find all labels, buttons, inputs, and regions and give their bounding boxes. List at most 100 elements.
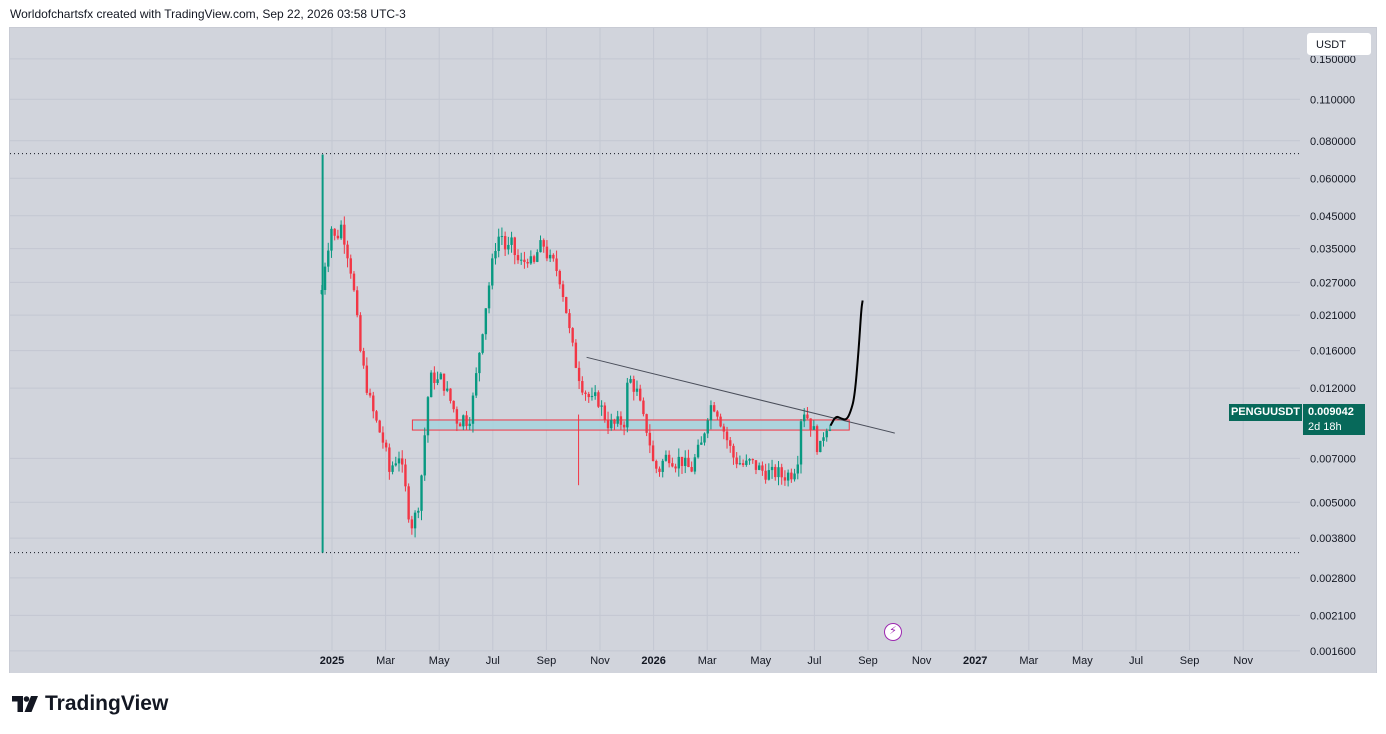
candle-body-150 — [803, 414, 806, 422]
candle-body-122 — [712, 405, 716, 412]
candle-body-21 — [388, 447, 391, 472]
candle-body-134 — [751, 459, 754, 461]
candle-body-26 — [404, 464, 407, 487]
candle-body-70 — [545, 246, 549, 259]
chart-header: Worldofchartsfx created with TradingView… — [10, 7, 406, 21]
candle-body-2 — [327, 250, 330, 267]
candle-body-41 — [452, 400, 455, 410]
candle-body-125 — [722, 426, 726, 432]
tradingview-logo-text: TradingView — [45, 692, 169, 715]
candle-body-143 — [780, 467, 783, 478]
candle-body-114 — [687, 457, 690, 467]
time-tick-label: 2025 — [320, 655, 344, 667]
price-tick-label: 0.021000 — [1310, 310, 1356, 322]
price-tick-label: 0.035000 — [1310, 244, 1356, 256]
time-tick-label: Mar — [698, 655, 717, 667]
candle-body-36 — [436, 379, 439, 383]
candle-body-9 — [349, 258, 352, 274]
candle-body-88 — [603, 405, 607, 420]
time-tick-label: Sep — [1180, 655, 1200, 667]
candle-body-43 — [458, 423, 462, 427]
candle-body-137 — [761, 465, 764, 471]
candle-body-148 — [796, 464, 799, 474]
projection-path — [829, 300, 864, 427]
candle-body-4 — [333, 228, 336, 236]
candle-body-100 — [642, 400, 645, 415]
candle-body-93 — [619, 416, 623, 425]
time-tick-label: Nov — [912, 655, 932, 667]
candle-body-128 — [732, 445, 735, 458]
time-tick-label: Mar — [376, 655, 395, 667]
candle-body-69 — [542, 240, 545, 247]
candle-body-14 — [365, 365, 369, 393]
candle-body-158 — [828, 429, 832, 431]
candle-body-155 — [819, 440, 822, 453]
candle-body-106 — [661, 460, 664, 472]
candle-body-74 — [558, 271, 561, 285]
candle-body-5 — [336, 235, 340, 239]
candle-body-153 — [812, 426, 816, 430]
candle-body-30 — [417, 510, 420, 513]
candle-body-29 — [413, 512, 417, 529]
candle-body-50 — [481, 334, 484, 353]
candle-body-76 — [565, 297, 568, 314]
candle-body-13 — [362, 351, 365, 366]
price-tick-label: 0.016000 — [1310, 346, 1356, 358]
currency-selector-button[interactable]: USDT — [1306, 32, 1372, 56]
candle-body-91 — [613, 420, 616, 424]
candle-body-151 — [806, 414, 809, 419]
candle-body-141 — [774, 466, 777, 478]
candles — [320, 154, 832, 553]
time-tick-label: Jul — [1129, 655, 1143, 667]
candle-body-132 — [745, 460, 748, 465]
candle-body-145 — [786, 472, 790, 481]
candle-body-79 — [574, 342, 578, 368]
candle-body-97 — [632, 379, 635, 392]
candle-body-112 — [680, 456, 684, 467]
candle-body-48 — [474, 373, 478, 396]
candle-body-17 — [375, 411, 378, 421]
grid-lines — [10, 28, 1300, 652]
candle-body-38 — [442, 373, 446, 391]
candle-body-11 — [355, 290, 359, 316]
price-tick-label: 0.005000 — [1310, 497, 1356, 509]
candle-body-63 — [523, 259, 526, 263]
candle-body-46 — [468, 423, 471, 426]
candle-body-81 — [581, 381, 584, 393]
drawings — [586, 300, 895, 434]
candle-body-25 — [401, 458, 404, 465]
candle-body-80 — [577, 367, 581, 382]
candle-body-104 — [655, 461, 658, 469]
candle-body-111 — [677, 456, 680, 469]
candle-body-1 — [323, 266, 327, 291]
dotted-levels — [10, 153, 1300, 554]
price-tick-label: 0.027000 — [1310, 277, 1356, 289]
price-tick-label: 0.110000 — [1310, 94, 1355, 106]
candle-body-144 — [783, 477, 787, 481]
candle-body-99 — [639, 388, 642, 401]
candle-body-109 — [671, 463, 674, 467]
candle-body-28 — [410, 519, 414, 529]
candle-body-8 — [346, 244, 349, 259]
candle-body-47 — [471, 395, 475, 424]
bolt-icon[interactable]: ⚡ — [884, 623, 902, 641]
candle-body-66 — [532, 256, 536, 262]
candle-body-149 — [799, 421, 803, 465]
candle-body-77 — [568, 313, 571, 329]
price-tick-label: 0.002100 — [1310, 610, 1356, 622]
candle-body-60 — [513, 237, 516, 256]
candle-body-86 — [597, 392, 600, 407]
candle-body-10 — [352, 273, 356, 291]
candle-body-51 — [484, 308, 488, 335]
candle-body-156 — [822, 437, 825, 441]
candle-body-116 — [693, 457, 697, 472]
price-tick-label: 0.002800 — [1310, 573, 1356, 585]
candle-body-42 — [455, 409, 459, 424]
candle-body-154 — [815, 426, 819, 453]
candle-body-147 — [793, 473, 796, 480]
price-tick-label: 0.080000 — [1310, 136, 1356, 148]
candle-body-157 — [825, 430, 828, 438]
candle-body-72 — [552, 254, 555, 259]
candle-body-75 — [561, 284, 565, 298]
